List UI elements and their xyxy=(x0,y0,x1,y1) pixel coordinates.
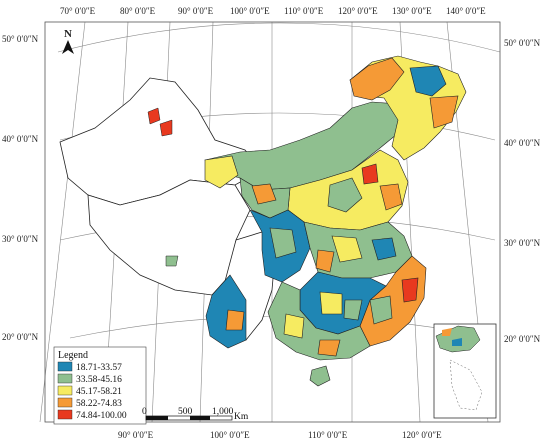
legend-label: 18.71-33.57 xyxy=(76,363,122,373)
legend-swatch xyxy=(57,385,73,396)
lat-label-left: 30° 0′0″N xyxy=(2,234,39,244)
lon-label-bottom: 120° 0′0″E xyxy=(402,430,442,440)
legend-swatch xyxy=(57,409,73,420)
scale-label: 500 xyxy=(178,407,193,417)
region-east xyxy=(204,55,467,387)
longitude-labels-top: 70° 0′0″E 80° 0′0″E 90° 0′0″E 100° 0′0″E… xyxy=(60,6,486,16)
legend-label: 74.84-100.00 xyxy=(76,411,127,421)
legend-swatch xyxy=(57,397,73,408)
lat-label-right: 50° 0′0″N xyxy=(504,38,541,48)
scale-label: 1,000 xyxy=(212,407,234,417)
legend: Legend 18.71-33.57 33.58-45.16 45.17-58.… xyxy=(53,346,147,425)
lat-label-left: 50° 0′0″N xyxy=(2,34,39,44)
south-china-sea-inset xyxy=(433,323,497,419)
svg-text:N: N xyxy=(64,28,72,40)
lon-label-top: 110° 0′0″E xyxy=(284,6,324,16)
scale-unit: Km xyxy=(234,412,249,422)
north-arrow: N xyxy=(62,28,74,54)
lat-label-left: 20° 0′0″N xyxy=(2,332,39,342)
lat-label-right: 30° 0′0″N xyxy=(504,238,541,248)
lon-label-bottom: 110° 0′0″E xyxy=(308,430,348,440)
legend-item: 74.84-100.00 xyxy=(57,409,127,421)
map-frame xyxy=(44,21,501,423)
lon-label-top: 70° 0′0″E xyxy=(60,6,96,16)
lon-label-top: 90° 0′0″E xyxy=(178,6,214,16)
latitude-labels-left: 50° 0′0″N 40° 0′0″N 30° 0′0″N 20° 0′0″N xyxy=(2,34,39,342)
lon-label-top: 140° 0′0″E xyxy=(446,6,486,16)
lon-label-bottom: 100° 0′0″E xyxy=(210,430,250,440)
legend-item: 18.71-33.57 xyxy=(57,361,122,373)
scale-label: 0 xyxy=(142,407,147,417)
legend-label: 45.17-58.21 xyxy=(76,387,122,397)
legend-item: 33.58-45.16 xyxy=(57,373,122,385)
legend-label: 58.22-74.83 xyxy=(76,399,122,409)
lat-label-left: 40° 0′0″N xyxy=(2,134,39,144)
lon-label-top: 120° 0′0″E xyxy=(338,6,378,16)
lat-label-right: 20° 0′0″N xyxy=(504,334,541,344)
legend-swatch xyxy=(57,361,73,372)
lat-label-right: 40° 0′0″N xyxy=(504,138,541,148)
longitude-labels-bottom: 90° 0′0″E 100° 0′0″E 110° 0′0″E 120° 0′0… xyxy=(118,430,442,440)
legend-title: Legend xyxy=(58,350,88,361)
legend-label: 33.58-45.16 xyxy=(76,375,122,385)
legend-item: 58.22-74.83 xyxy=(57,397,122,409)
scale-bar: 0 500 1,000 Km xyxy=(142,407,249,422)
region-patches xyxy=(147,107,179,267)
legend-swatch xyxy=(57,373,73,384)
legend-item: 45.17-58.21 xyxy=(57,385,122,397)
lon-label-bottom: 90° 0′0″E xyxy=(118,430,154,440)
lon-label-top: 130° 0′0″E xyxy=(392,6,432,16)
latitude-labels-right: 50° 0′0″N 40° 0′0″N 30° 0′0″N 20° 0′0″N xyxy=(504,38,541,344)
lon-label-top: 80° 0′0″E xyxy=(120,6,156,16)
lon-label-top: 100° 0′0″E xyxy=(230,6,270,16)
